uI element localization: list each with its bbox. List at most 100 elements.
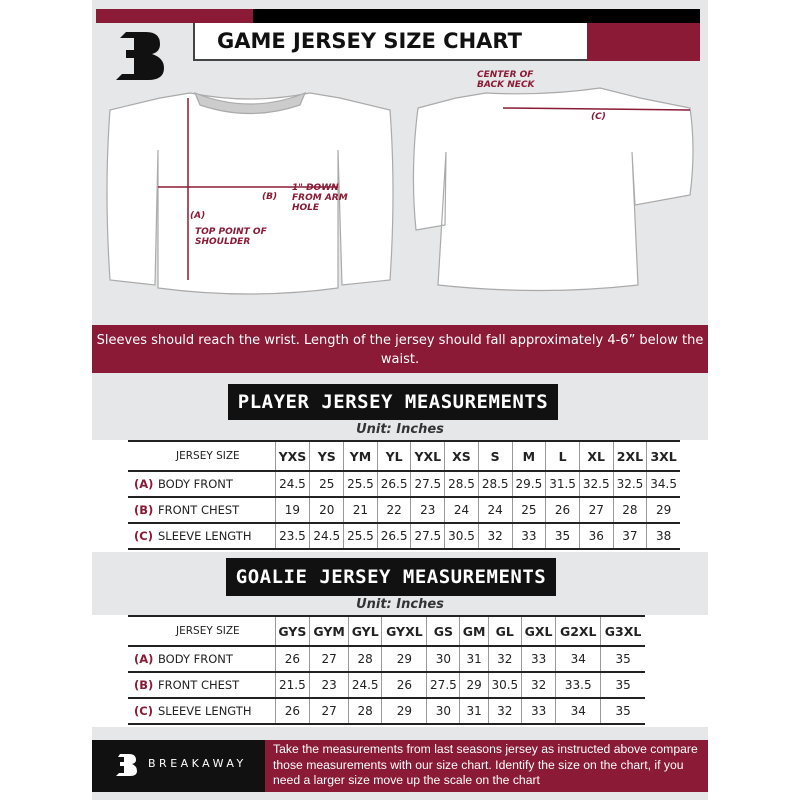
row-code: (C) [134,704,153,718]
size-header: YL [376,441,411,471]
size-header: M [511,441,546,471]
table-cell: 30 [426,646,460,672]
table-cell: 28.5 [477,471,513,497]
table-cell: 35 [545,523,580,549]
table-cell: 31 [459,698,489,724]
table-cell: 23 [309,672,349,698]
label-b: (B) [262,192,278,202]
table-cell: 35 [600,646,645,672]
table-cell: 33 [511,523,546,549]
table-cell: 33 [520,646,556,672]
table-cell: 26 [274,646,310,672]
table-cell: 23 [410,497,445,523]
table-cell: 29 [381,646,427,672]
table-cell: 27 [309,646,349,672]
table-cell: 29.5 [511,471,546,497]
row-label: (C) SLEEVE LENGTH [128,698,275,724]
size-header: G3XL [600,616,645,646]
table-cell: 36 [578,523,614,549]
table-cell: 27.5 [410,471,445,497]
player-table-wrap: JERSEY SIZE YXS YS YM YL YXL XS S M L XL 2XL 3XL (A) B… [92,440,708,552]
row-name: SLEEVE LENGTH [158,704,252,718]
table-cell: 30 [426,698,460,724]
brand-logo [116,32,164,80]
size-header: GL [487,616,522,646]
table-row: (B) FRONT CHEST 21.5 23 24.5 26 27.5 29 30.5 32 33… [128,672,645,698]
table-cell: 34.5 [646,471,680,497]
table-row: (C) SLEEVE LENGTH 26 27 28 29 30 31 32 33 34 35 [128,698,645,724]
table-cell: 24.5 [347,672,382,698]
table-cell: 26 [545,497,580,523]
table-cell: 20 [309,497,344,523]
table-cell: 28 [612,497,647,523]
goalie-section-title: GOALIE JERSEY MEASUREMENTS [226,558,556,596]
back-neck-label: CENTER OF BACK NECK [477,70,535,90]
size-header: XS [444,441,479,471]
size-header: GM [459,616,489,646]
table-cell: 28 [347,698,382,724]
row-name: FRONT CHEST [158,503,240,517]
table-cell: 25.5 [343,523,378,549]
table-row: (A) BODY FRONT 24.5 25 25.5 26.5 27.5 28.5 28.5 2… [128,471,680,497]
table-cell: 22 [376,497,411,523]
goalie-table-wrap: JERSEY SIZE GYS GYM GYL GYXL GS GM GL GXL G2XL G3X… [92,615,708,727]
row-name: SLEEVE LENGTH [158,529,252,543]
player-size-table: JERSEY SIZE YXS YS YM YL YXL XS S M L XL 2XL 3XL (A) B… [128,440,680,550]
size-header: L [545,441,580,471]
row-name: BODY FRONT [158,652,233,666]
table-cell: 27.5 [410,523,445,549]
header-label: JERSEY SIZE [176,625,240,637]
table-header-row: JERSEY SIZE YXS YS YM YL YXL XS S M L XL 2XL 3XL [128,441,680,471]
header-accent [587,23,700,61]
table-cell: 32 [487,646,522,672]
table-cell: 27.5 [426,672,460,698]
table-cell: 24 [444,497,479,523]
page-title: GAME JERSEY SIZE CHART [193,23,587,61]
label-a: (A) [190,211,206,221]
row-label: (B) FRONT CHEST [128,672,275,698]
table-cell: 34 [555,646,601,672]
size-header: S [477,441,513,471]
size-header: GYM [309,616,349,646]
table-cell: 37 [612,523,647,549]
table-cell: 38 [646,523,680,549]
table-cell: 25 [511,497,546,523]
table-cell: 35 [600,672,645,698]
table-cell: 32 [487,698,522,724]
table-cell: 29 [459,672,489,698]
size-header: XL [578,441,614,471]
row-label: (C) SLEEVE LENGTH [128,523,275,549]
table-cell: 34 [555,698,601,724]
header-label: JERSEY SIZE [176,450,240,462]
label-a-text: TOP POINT OF SHOULDER [195,227,267,247]
footer-brand: BREAKAWAY [92,740,265,792]
row-code: (B) [134,678,154,692]
table-cell: 27 [309,698,349,724]
table-cell: 30.5 [487,672,522,698]
row-code: (A) [134,477,154,491]
table-row: (A) BODY FRONT 26 27 28 29 30 31 32 33 34 35 [128,646,645,672]
size-header: GYL [347,616,382,646]
table-cell: 27 [578,497,614,523]
row-label: (A) BODY FRONT [128,471,275,497]
table-header-row: JERSEY SIZE GYS GYM GYL GYXL GS GM GL GXL G2XL G3X… [128,616,645,646]
size-header: 3XL [646,441,680,471]
row-label: (A) BODY FRONT [128,646,275,672]
row-code: (C) [134,529,153,543]
table-row: (B) FRONT CHEST 19 20 21 22 23 24 24 25 26 27 28 29 [128,497,680,523]
size-header: GYS [274,616,310,646]
table-cell: 31 [459,646,489,672]
footer-instructions: Take the measurements from last seasons … [265,740,708,792]
label-b-text: 1" DOWN FROM ARM HOLE [292,183,348,213]
table-cell: 24 [477,497,513,523]
size-header: YXS [274,441,310,471]
table-cell: 32 [477,523,513,549]
size-header: YXL [410,441,445,471]
table-cell: 28 [347,646,382,672]
footer-logo [116,754,137,776]
table-cell: 25.5 [343,471,378,497]
table-cell: 24.5 [274,471,310,497]
table-cell: 21 [343,497,378,523]
size-header: YM [343,441,378,471]
table-cell: 21.5 [274,672,310,698]
